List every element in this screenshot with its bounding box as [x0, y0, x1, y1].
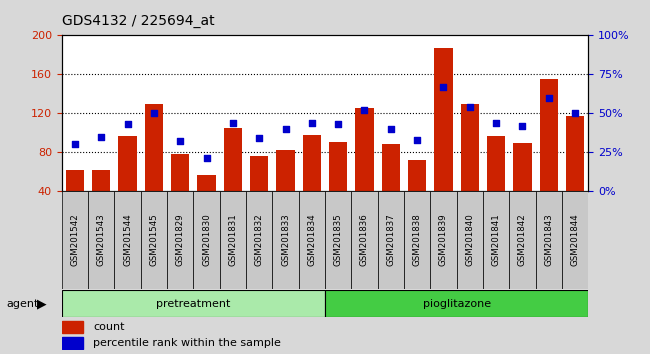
Text: GSM201543: GSM201543: [97, 213, 106, 266]
Bar: [352, 191, 378, 289]
Text: GSM201839: GSM201839: [439, 213, 448, 266]
Point: [202, 156, 212, 161]
Point: [254, 135, 265, 141]
Point: [70, 142, 80, 147]
Bar: [299, 191, 325, 289]
Text: pioglitazone: pioglitazone: [422, 298, 491, 309]
Bar: [276, 150, 294, 230]
Text: count: count: [93, 322, 124, 332]
Point: [96, 134, 107, 139]
Bar: [382, 144, 400, 230]
Bar: [536, 191, 562, 289]
Bar: [66, 170, 84, 230]
Bar: [483, 191, 510, 289]
Bar: [356, 108, 374, 230]
Bar: [167, 191, 194, 289]
Text: pretreatment: pretreatment: [156, 298, 231, 309]
Point: [491, 120, 501, 125]
Bar: [408, 160, 426, 230]
Bar: [62, 290, 325, 317]
Bar: [562, 191, 588, 289]
Bar: [378, 191, 404, 289]
Bar: [88, 191, 114, 289]
Text: GSM201544: GSM201544: [123, 213, 132, 266]
Text: GSM201832: GSM201832: [255, 213, 264, 266]
Text: GSM201835: GSM201835: [333, 213, 343, 266]
Text: GSM201844: GSM201844: [571, 213, 580, 266]
Bar: [194, 191, 220, 289]
Bar: [246, 191, 272, 289]
Bar: [510, 191, 536, 289]
Text: GSM201836: GSM201836: [360, 213, 369, 266]
Text: percentile rank within the sample: percentile rank within the sample: [93, 338, 281, 348]
Point: [465, 104, 475, 110]
Bar: [92, 170, 111, 230]
Text: GSM201542: GSM201542: [70, 213, 79, 266]
Text: agent: agent: [6, 298, 39, 309]
Bar: [141, 191, 167, 289]
Bar: [220, 191, 246, 289]
Text: GSM201834: GSM201834: [307, 213, 317, 266]
Text: GSM201830: GSM201830: [202, 213, 211, 266]
Bar: [566, 116, 584, 230]
Text: GSM201840: GSM201840: [465, 213, 474, 266]
Bar: [514, 143, 532, 230]
Bar: [62, 191, 88, 289]
Bar: [325, 290, 588, 317]
Text: GSM201829: GSM201829: [176, 213, 185, 266]
Bar: [487, 136, 505, 230]
Bar: [325, 191, 351, 289]
Bar: [250, 156, 268, 230]
Text: ▶: ▶: [38, 297, 47, 310]
Point: [438, 84, 448, 90]
Point: [280, 126, 291, 132]
Bar: [329, 142, 347, 230]
Bar: [430, 191, 457, 289]
Bar: [461, 103, 479, 230]
Text: GSM201545: GSM201545: [150, 213, 159, 266]
Point: [412, 137, 423, 143]
Bar: [303, 135, 321, 230]
Point: [122, 121, 133, 127]
Bar: [114, 191, 141, 289]
Bar: [62, 321, 83, 333]
Bar: [404, 191, 430, 289]
Text: GSM201843: GSM201843: [544, 213, 553, 266]
Text: GSM201831: GSM201831: [228, 213, 237, 266]
Bar: [540, 79, 558, 230]
Text: GSM201838: GSM201838: [413, 213, 422, 266]
Text: GDS4132 / 225694_at: GDS4132 / 225694_at: [62, 14, 214, 28]
Point: [227, 120, 238, 125]
Text: GSM201837: GSM201837: [386, 213, 395, 266]
Point: [307, 120, 317, 125]
Bar: [224, 128, 242, 230]
Bar: [145, 103, 163, 230]
Point: [517, 123, 528, 129]
Bar: [62, 337, 83, 349]
Text: GSM201833: GSM201833: [281, 213, 290, 266]
Bar: [457, 191, 483, 289]
Bar: [118, 136, 136, 230]
Bar: [171, 154, 189, 230]
Bar: [272, 191, 299, 289]
Point: [149, 110, 159, 116]
Point: [359, 107, 370, 113]
Text: GSM201841: GSM201841: [491, 213, 500, 266]
Point: [385, 126, 396, 132]
Point: [570, 110, 580, 116]
Bar: [434, 48, 452, 230]
Text: GSM201842: GSM201842: [518, 213, 527, 266]
Bar: [198, 175, 216, 230]
Point: [543, 95, 554, 101]
Point: [333, 121, 343, 127]
Point: [175, 138, 185, 144]
